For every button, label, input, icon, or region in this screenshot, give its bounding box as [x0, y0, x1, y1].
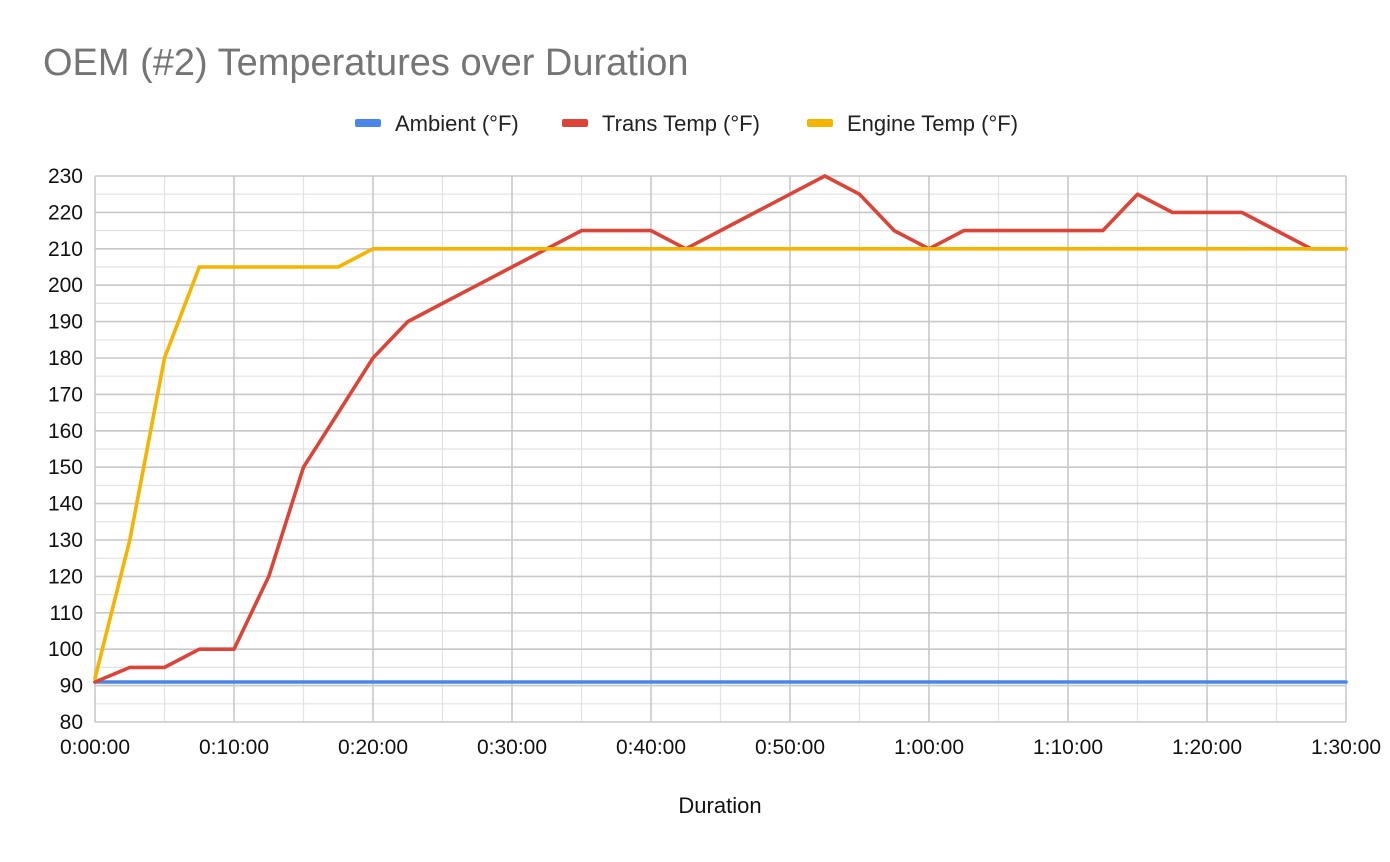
x-axis-ticks: 0:00:00 0:10:00 0:20:00 0:30:00 0:40:00 0:50:…: [60, 736, 1381, 759]
y-tick-label: 90: [60, 675, 83, 698]
x-tick-label: 1:20:00: [1172, 736, 1242, 759]
y-tick-label: 230: [48, 165, 83, 188]
x-tick-label: 1:30:00: [1311, 736, 1381, 759]
y-tick-label: 200: [48, 274, 83, 297]
x-tick-label: 0:10:00: [199, 736, 269, 759]
chart-title: OEM (#2) Temperatures over Duration: [43, 42, 689, 84]
x-tick-label: 0:30:00: [477, 736, 547, 759]
y-tick-label: 120: [48, 565, 83, 588]
series-line-engine-temp[interactable]: [93, 247, 1348, 681]
legend-item-trans-temp[interactable]: Trans Temp (°F): [562, 111, 760, 136]
x-tick-label: 1:10:00: [1033, 736, 1103, 759]
y-tick-label: 210: [48, 238, 83, 261]
gridlines: [94, 175, 1347, 723]
x-tick-label: 0:40:00: [616, 736, 686, 759]
x-tick-label: 0:20:00: [338, 736, 408, 759]
legend-label-trans-temp: Trans Temp (°F): [602, 111, 760, 136]
legend-label-engine-temp: Engine Temp (°F): [847, 111, 1018, 136]
y-tick-label: 130: [48, 529, 83, 552]
legend-swatch-ambient: [355, 119, 381, 127]
y-tick-label: 190: [48, 311, 83, 334]
x-axis-title: Duration: [678, 793, 761, 818]
legend-item-ambient[interactable]: Ambient (°F): [355, 111, 519, 136]
y-tick-label: 220: [48, 201, 83, 224]
legend-swatch-engine-temp: [807, 119, 833, 127]
x-tick-label: 0:00:00: [60, 736, 130, 759]
legend-swatch-trans-temp: [562, 119, 588, 127]
legend-label-ambient: Ambient (°F): [395, 111, 519, 136]
y-tick-label: 170: [48, 383, 83, 406]
y-tick-label: 180: [48, 347, 83, 370]
plot-area: [93, 174, 1348, 684]
y-tick-label: 100: [48, 638, 83, 661]
y-tick-label: 150: [48, 456, 83, 479]
y-tick-label: 110: [50, 602, 83, 625]
y-tick-label: 140: [48, 493, 83, 516]
y-tick-label: 160: [48, 420, 83, 443]
x-tick-label: 1:00:00: [894, 736, 964, 759]
y-axis-ticks: 80 90 100 110 120 130 140 150 160 170 180 190 200 210…: [48, 165, 83, 734]
legend-item-engine-temp[interactable]: Engine Temp (°F): [807, 111, 1018, 136]
y-tick-label: 80: [60, 711, 83, 734]
legend: Ambient (°F) Trans Temp (°F) Engine Temp…: [355, 111, 1018, 136]
x-tick-label: 0:50:00: [755, 736, 825, 759]
series-line-trans-temp[interactable]: [93, 174, 1348, 684]
